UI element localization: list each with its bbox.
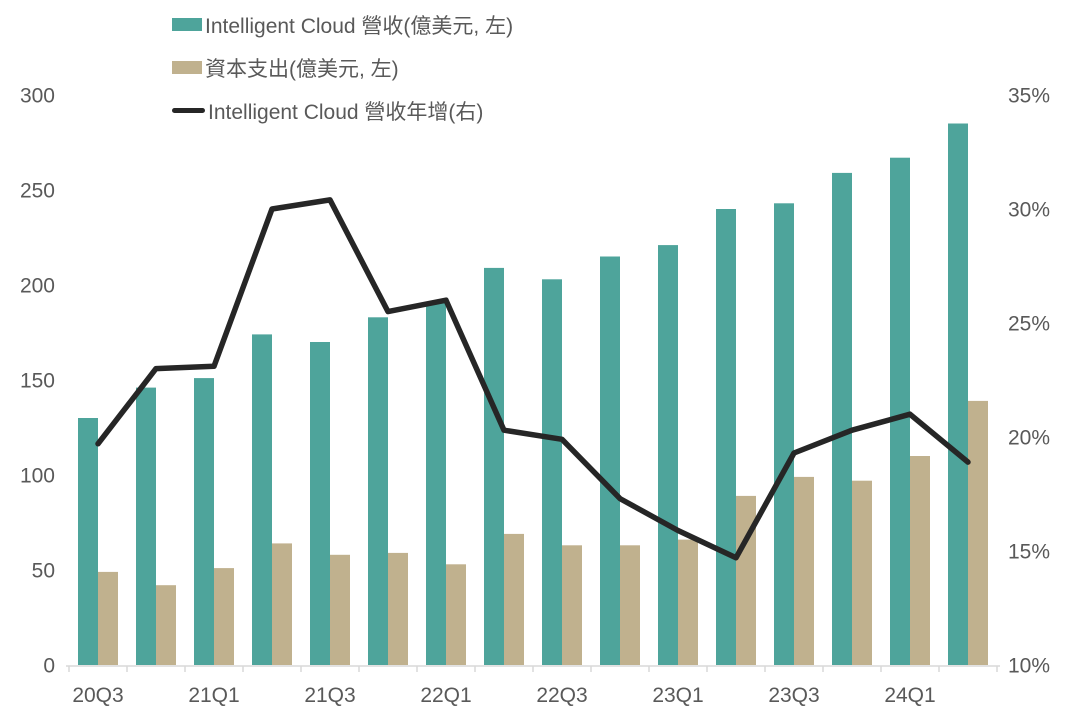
bar-capex-23Q3 [794,476,814,665]
x-axis-label-21Q3: 21Q3 [304,684,355,707]
bar-capex-21Q3 [330,554,350,665]
bar-revenue-24Q1 [890,157,910,665]
legend-item-capex: 資本支出(億美元, 左) [172,53,513,82]
y-axis-left-label-300: 300 [20,85,55,108]
chart-legend: Intelligent Cloud 營收(億美元, 左) 資本支出(億美元, 左… [172,10,513,139]
x-axis-label-23Q3: 23Q3 [768,684,819,707]
bar-revenue-22Q4 [600,256,620,665]
bar-capex-24Q1 [910,456,930,665]
x-axis-label-21Q1: 21Q1 [188,684,239,707]
yoy-growth-line [95,197,971,561]
bar-revenue-23Q1 [658,245,678,665]
bar-revenue-23Q3 [774,203,794,666]
y-axis-right-label-20: 20% [1008,427,1050,450]
bar-capex-22Q1 [446,564,466,665]
bar-revenue-21Q2 [252,334,272,665]
bar-capex-22Q4 [620,545,640,665]
y-axis-left-label-150: 150 [20,370,55,393]
y-axis-right-label-35: 35% [1008,85,1050,108]
bar-revenue-20Q4 [136,387,156,665]
y-axis-left-label-250: 250 [20,180,55,203]
x-axis-label-23Q1: 23Q1 [652,684,703,707]
bar-capex-22Q3 [562,545,582,665]
legend-label-yoy-growth: Intelligent Cloud 營收年增(右) [208,100,484,124]
x-axis-label-22Q1: 22Q1 [420,684,471,707]
y-axis-left-label-0: 0 [43,655,55,678]
bar-revenue-23Q4 [832,172,852,665]
bar-capex-23Q2 [736,495,756,665]
bar-capex-23Q4 [852,480,872,665]
x-axis-label-22Q3: 22Q3 [536,684,587,707]
y-axis-right-label-10: 10% [1008,655,1050,678]
bar-capex-20Q3 [98,571,118,665]
y-axis-left-label-200: 200 [20,275,55,298]
bar-capex-22Q2 [504,533,524,665]
bar-revenue-22Q3 [542,279,562,665]
bar-capex-21Q2 [272,543,292,665]
legend-label-revenue: Intelligent Cloud 營收(億美元, 左) [205,14,514,38]
y-axis-right-label-15: 15% [1008,541,1050,564]
bar-capex-21Q4 [388,552,408,665]
x-axis-label-20Q3: 20Q3 [72,684,123,707]
capex-bar-swatch-icon [172,61,202,74]
bar-revenue-21Q1 [194,378,214,665]
bar-revenue-22Q1 [426,302,446,665]
y-axis-left-label-50: 50 [32,560,55,583]
bar-capex-24Q2 [968,400,988,665]
bar-revenue-21Q3 [310,342,330,665]
bar-revenue-22Q2 [484,267,504,665]
y-axis-left-label-100: 100 [20,465,55,488]
bar-revenue-21Q4 [368,317,388,665]
revenue-bar-swatch-icon [172,18,202,31]
bar-revenue-24Q2 [948,123,968,665]
y-axis-right-label-30: 30% [1008,199,1050,222]
bar-capex-23Q1 [678,539,698,665]
legend-label-capex: 資本支出(億美元, 左) [205,57,399,81]
bar-revenue-23Q2 [716,209,736,665]
bar-capex-20Q4 [156,585,176,665]
legend-item-revenue: Intelligent Cloud 營收(億美元, 左) [172,10,513,39]
legend-item-yoy-growth: Intelligent Cloud 營收年增(右) [172,96,513,125]
bar-capex-21Q1 [214,568,234,665]
y-axis-right-label-25: 25% [1008,313,1050,336]
x-axis-label-24Q1: 24Q1 [884,684,935,707]
bar-revenue-20Q3 [78,418,98,665]
yoy-line-swatch-icon [172,107,205,114]
